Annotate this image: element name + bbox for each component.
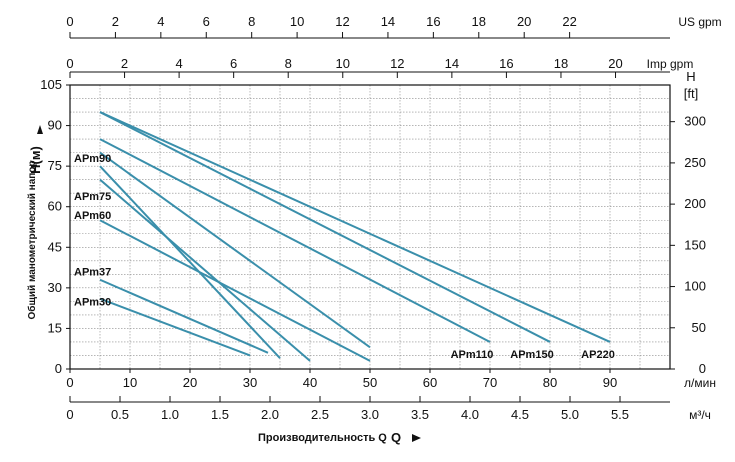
y-side-label: Общий манометрический напор <box>26 160 38 319</box>
x-tick-label: 90 <box>603 375 617 390</box>
curve-unlabeled <box>99 278 269 354</box>
x-unit: л/мин <box>684 376 716 390</box>
imp-gpm-tick-label: 18 <box>554 56 568 71</box>
imp-gpm-tick-label: 4 <box>175 56 182 71</box>
curve-apm110 <box>99 138 491 343</box>
m3h-tick-label: 5.0 <box>561 407 579 422</box>
curve-apm37 <box>99 151 371 349</box>
m3h-tick-label: 3.5 <box>411 407 429 422</box>
us-gpm-tick-label: 20 <box>517 14 531 29</box>
curve-apm90 <box>99 165 281 359</box>
us-gpm-tick-label: 6 <box>203 14 210 29</box>
q-letter: Q <box>391 430 401 445</box>
us-gpm-tick-label: 12 <box>335 14 349 29</box>
y-arrow-icon <box>37 125 43 134</box>
ft-tick-label: 100 <box>684 279 706 294</box>
curve-label-apm110: APm110 <box>451 349 494 361</box>
ft-tick-label: 200 <box>684 196 706 211</box>
x-tick-label: 20 <box>183 375 197 390</box>
imp-gpm-tick-label: 20 <box>608 56 622 71</box>
curve-apm75 <box>99 178 311 362</box>
us-gpm-tick-label: 10 <box>290 14 304 29</box>
us-gpm-tick-label: 4 <box>157 14 164 29</box>
x-tick-label: 50 <box>363 375 377 390</box>
ft-axis-title-unit: [ft] <box>684 86 698 101</box>
m3h-tick-label: 0.5 <box>111 407 129 422</box>
x-tick-label: 80 <box>543 375 557 390</box>
curve-label-apm60: APm60 <box>74 210 111 222</box>
x-tick-label: 40 <box>303 375 317 390</box>
right-axis: 0 50 100 150 200 250 300 H [ft] <box>670 69 706 376</box>
m3h-tick-label: 2.0 <box>261 407 279 422</box>
m3h-tick-label: 1.0 <box>161 407 179 422</box>
imp-gpm-tick-label: 14 <box>445 56 459 71</box>
ft-tick-label: 250 <box>684 155 706 170</box>
ft-tick-label: 300 <box>684 114 706 129</box>
us-gpm-tick-label: 16 <box>426 14 440 29</box>
imp-gpm-tick-label: 10 <box>336 56 350 71</box>
us-gpm-tick-label: 14 <box>381 14 395 29</box>
x-tick-label: 60 <box>423 375 437 390</box>
us-gpm-tick-label: 18 <box>472 14 486 29</box>
x-tick-label: 10 <box>123 375 137 390</box>
us-gpm-tick-label: 22 <box>562 14 576 29</box>
imp-gpm-tick-label: 0 <box>66 56 73 71</box>
curve-apm60 <box>99 219 371 362</box>
grid <box>70 85 670 369</box>
bottom-axes: 0 10 20 30 40 50 60 70 80 90 л/мин 0 0.5 1.0 1.5 2.0 2.5… <box>66 369 716 422</box>
left-axis: 0 15 30 45 60 75 90 105 <box>40 77 70 376</box>
y-tick-label: 105 <box>40 77 62 92</box>
m3h-tick-label: 1.5 <box>211 407 229 422</box>
top-axes: 0 2 4 6 8 10 12 14 16 18 20 22 US gpm 0 2 4 6 8 10 12 14 16 18… <box>66 14 722 78</box>
m3h-tick-label: 5.5 <box>611 407 629 422</box>
curve-apm30 <box>99 297 251 357</box>
m3h-tick-label: 0 <box>66 407 73 422</box>
ft-tick-label: 0 <box>699 361 706 376</box>
m3h-tick-label: 2.5 <box>311 407 329 422</box>
m3h-tick-label: 4.0 <box>461 407 479 422</box>
curve-apm150 <box>99 111 551 343</box>
y-tick-label: 60 <box>48 199 62 214</box>
x-tick-label: 70 <box>483 375 497 390</box>
imp-gpm-tick-label: 12 <box>390 56 404 71</box>
us-gpm-tick-label: 2 <box>112 14 119 29</box>
imp-gpm-tick-label: 8 <box>285 56 292 71</box>
pump-curves <box>99 111 611 362</box>
y-tick-label: 30 <box>48 280 62 295</box>
curve-label-apm90: APm90 <box>74 153 111 165</box>
m3h-unit: м³/ч <box>689 408 711 422</box>
us-gpm-unit: US gpm <box>678 15 721 29</box>
m3h-tick-label: 3.0 <box>361 407 379 422</box>
curve-label-apm75: APm75 <box>74 191 111 203</box>
curve-label-apm37: APm37 <box>74 267 111 279</box>
m3h-tick-label: 4.5 <box>511 407 529 422</box>
y-tick-label: 15 <box>48 320 62 335</box>
y-tick-label: 90 <box>48 118 62 133</box>
imp-gpm-unit: Imp gpm <box>647 57 694 71</box>
y-tick-label: 0 <box>55 361 62 376</box>
imp-gpm-tick-label: 2 <box>121 56 128 71</box>
ft-axis-title-h: H <box>686 69 695 84</box>
x-tick-label: 30 <box>243 375 257 390</box>
curve-label-apm30: APm30 <box>74 296 111 308</box>
y-axis-title: H(м) <box>28 146 43 174</box>
x-arrow-icon <box>412 434 421 442</box>
imp-gpm-tick-label: 16 <box>499 56 513 71</box>
imp-gpm-tick-label: 6 <box>230 56 237 71</box>
curve-label-ap220: AP220 <box>581 349 615 361</box>
us-gpm-tick-label: 0 <box>66 14 73 29</box>
curve-ap220 <box>99 111 611 343</box>
us-gpm-tick-label: 8 <box>248 14 255 29</box>
curve-labels: APm90 APm75 APm60 APm37 APm30 APm110 APm150 AP2… <box>74 153 615 361</box>
x-bottom-label: Производительность Q <box>258 432 387 444</box>
ft-tick-label: 150 <box>684 237 706 252</box>
ft-tick-label: 50 <box>692 320 706 335</box>
x-tick-label: 0 <box>66 375 73 390</box>
y-tick-label: 45 <box>48 239 62 254</box>
y-tick-label: 75 <box>48 158 62 173</box>
curve-label-apm150: APm150 <box>510 349 553 361</box>
